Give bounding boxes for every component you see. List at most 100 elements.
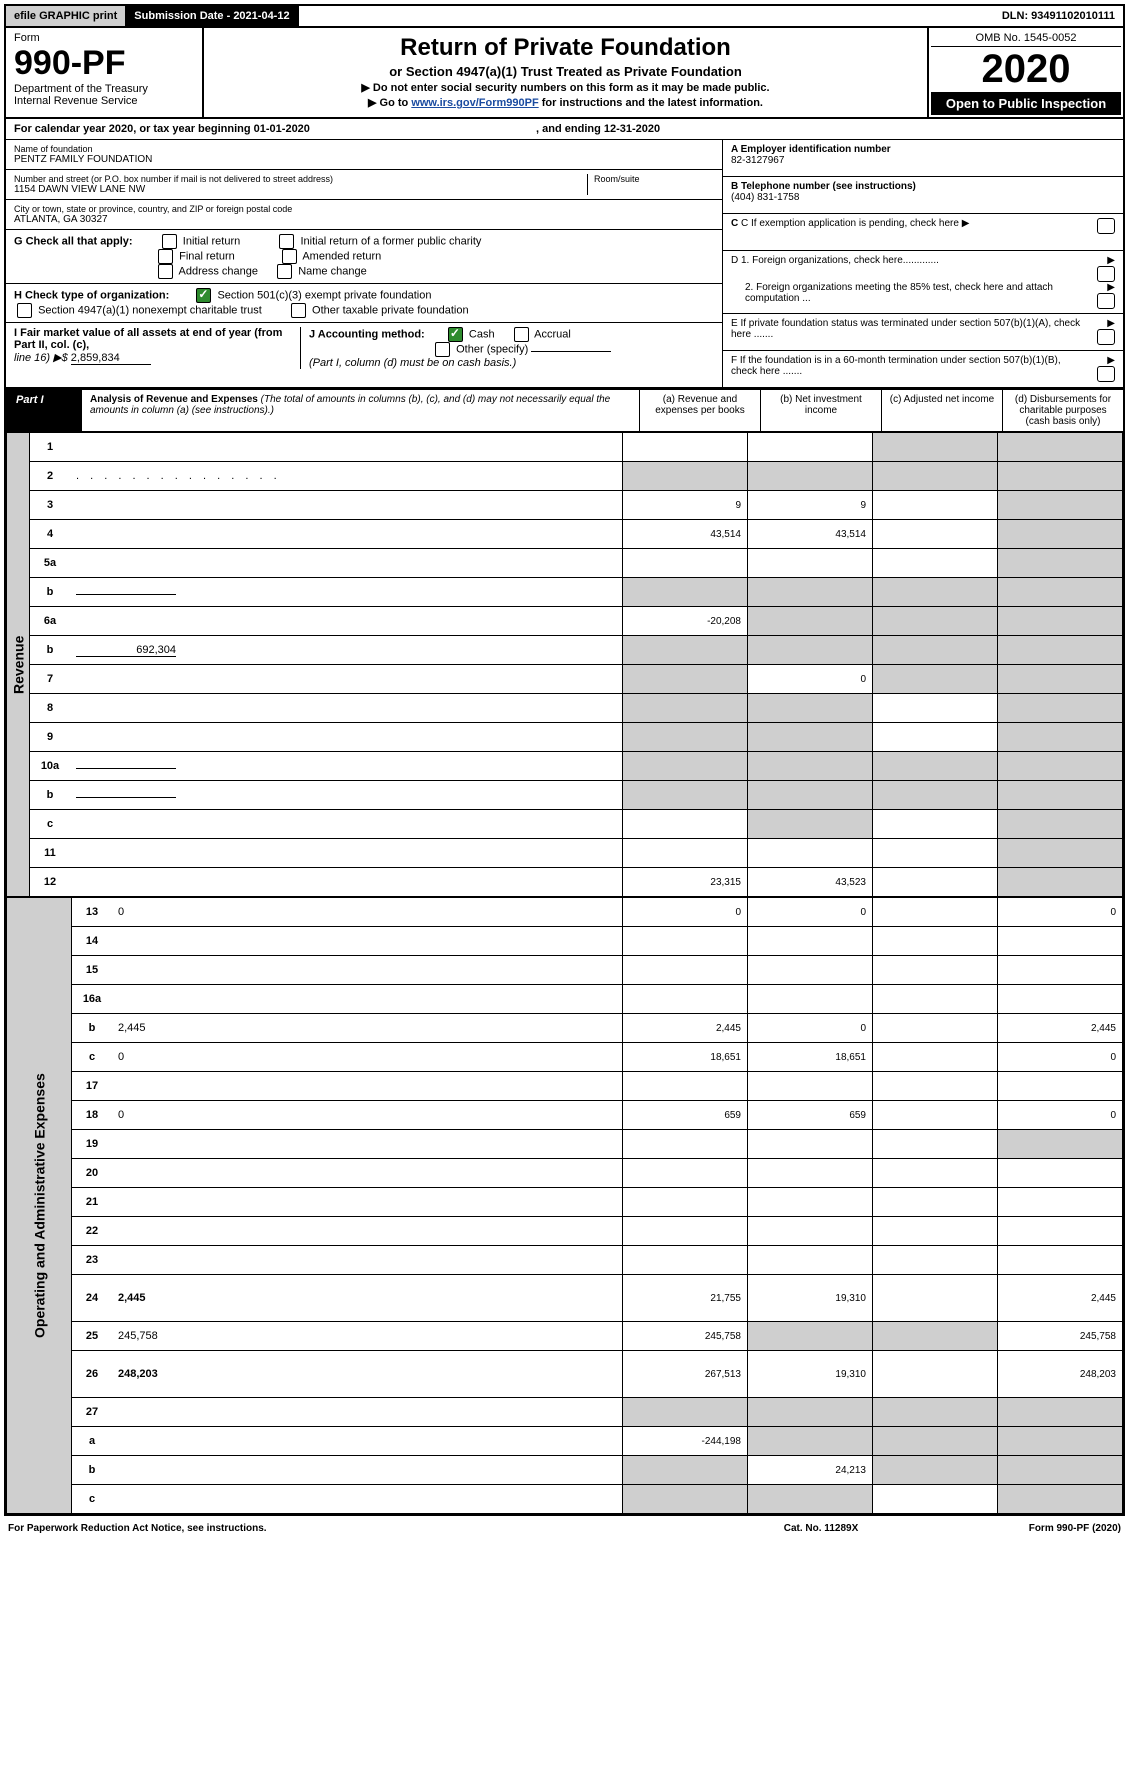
cell-value (623, 985, 748, 1014)
row-number: b (30, 781, 71, 810)
cell-value: 2,445 (998, 1275, 1123, 1322)
501c3-check[interactable] (196, 288, 211, 303)
cell-value (873, 549, 998, 578)
cell-value (873, 1456, 998, 1485)
cell-value (873, 1014, 998, 1043)
other-method-check[interactable] (435, 342, 450, 357)
cell-value (873, 752, 998, 781)
row-number: 21 (72, 1188, 113, 1217)
cell-value (998, 927, 1123, 956)
cell-value (623, 1398, 748, 1427)
cell-value (873, 898, 998, 927)
cell-value: 18,651 (748, 1043, 873, 1072)
table-row: c018,65118,6510 (7, 1043, 1123, 1072)
cell-value (748, 607, 873, 636)
cell-value (873, 1427, 998, 1456)
row-number: 4 (30, 520, 71, 549)
c-checkbox[interactable] (1097, 218, 1115, 234)
cell-value (623, 1130, 748, 1159)
cell-value (748, 462, 873, 491)
table-row: 26248,203267,51319,310248,203 (7, 1351, 1123, 1398)
cell-value: 18,651 (623, 1043, 748, 1072)
e-checkbox[interactable] (1097, 329, 1115, 345)
d1-checkbox[interactable] (1097, 266, 1115, 282)
row-number: 13 (72, 898, 113, 927)
row-number: 5a (30, 549, 71, 578)
row-number: 19 (72, 1130, 113, 1159)
table-row: 2 . . . . . . . . . . . . . . . (7, 462, 1123, 491)
cell-value: 21,755 (623, 1275, 748, 1322)
cell-value (998, 1217, 1123, 1246)
cell-value (998, 520, 1123, 549)
cell-value (748, 1072, 873, 1101)
cell-value (748, 781, 873, 810)
open-inspection: Open to Public Inspection (931, 92, 1121, 115)
row-number: 15 (72, 956, 113, 985)
cell-value: 23,315 (623, 868, 748, 897)
cell-value (998, 491, 1123, 520)
cell-value: 9 (748, 491, 873, 520)
row-description (70, 752, 623, 781)
name-change-check[interactable] (277, 264, 292, 279)
row-description: 245,758 (112, 1322, 623, 1351)
cell-value (748, 1130, 873, 1159)
cell-value (748, 1427, 873, 1456)
table-row: 21 (7, 1188, 1123, 1217)
cell-value (873, 1130, 998, 1159)
row-number: 27 (72, 1398, 113, 1427)
cell-value (623, 752, 748, 781)
form-link[interactable]: www.irs.gov/Form990PF (411, 97, 538, 109)
row-description (112, 927, 623, 956)
row-description: 0 (112, 1101, 623, 1130)
f-checkbox[interactable] (1097, 366, 1115, 382)
other-taxable-check[interactable] (291, 303, 306, 318)
table-row: 242,44521,75519,3102,445 (7, 1275, 1123, 1322)
cell-value (998, 433, 1123, 462)
accrual-check[interactable] (514, 327, 529, 342)
cell-value (998, 1246, 1123, 1275)
cell-value (748, 1217, 873, 1246)
final-return-check[interactable] (158, 249, 173, 264)
initial-return-check[interactable] (162, 234, 177, 249)
row-number: b (72, 1456, 113, 1485)
row-number: c (72, 1043, 113, 1072)
col-c-header: (c) Adjusted net income (881, 390, 1002, 431)
cell-value (623, 1485, 748, 1514)
foundation-name: PENTZ FAMILY FOUNDATION (14, 154, 714, 165)
amended-check[interactable] (282, 249, 297, 264)
table-row: 11 (7, 839, 1123, 868)
part1-label: Part I (6, 390, 82, 431)
cell-value (873, 1101, 998, 1130)
city: ATLANTA, GA 30327 (14, 214, 714, 225)
cash-check[interactable] (448, 327, 463, 342)
row-description: 0 (112, 1043, 623, 1072)
address-cell: Number and street (or P.O. box number if… (6, 170, 722, 200)
table-row: 17 (7, 1072, 1123, 1101)
cell-value (873, 1485, 998, 1514)
cell-value (623, 781, 748, 810)
row-number: b (30, 636, 71, 665)
table-row: 27 (7, 1398, 1123, 1427)
cell-value (873, 491, 998, 520)
expenses-table: Operating and Administrative Expenses130… (6, 897, 1123, 1514)
form-subtitle: or Section 4947(a)(1) Trust Treated as P… (210, 64, 921, 79)
warn1: ▶ Do not enter social security numbers o… (210, 81, 921, 94)
cell-value: 2,445 (998, 1014, 1123, 1043)
table-row: 1223,31543,523 (7, 868, 1123, 897)
cell-value (998, 636, 1123, 665)
cell-value: 0 (998, 1043, 1123, 1072)
cell-value (623, 1246, 748, 1275)
form-number: 990-PF (14, 44, 194, 83)
cell-value (998, 868, 1123, 897)
cell-value (623, 927, 748, 956)
address-change-check[interactable] (158, 264, 173, 279)
d2-checkbox[interactable] (1097, 293, 1115, 309)
row-description (112, 1246, 623, 1275)
row-description: 0 (112, 898, 623, 927)
initial-former-check[interactable] (279, 234, 294, 249)
row-description (112, 1485, 623, 1514)
cell-value: 659 (623, 1101, 748, 1130)
table-row: 16a (7, 985, 1123, 1014)
4947-check[interactable] (17, 303, 32, 318)
col-d-header: (d) Disbursements for charitable purpose… (1002, 390, 1123, 431)
